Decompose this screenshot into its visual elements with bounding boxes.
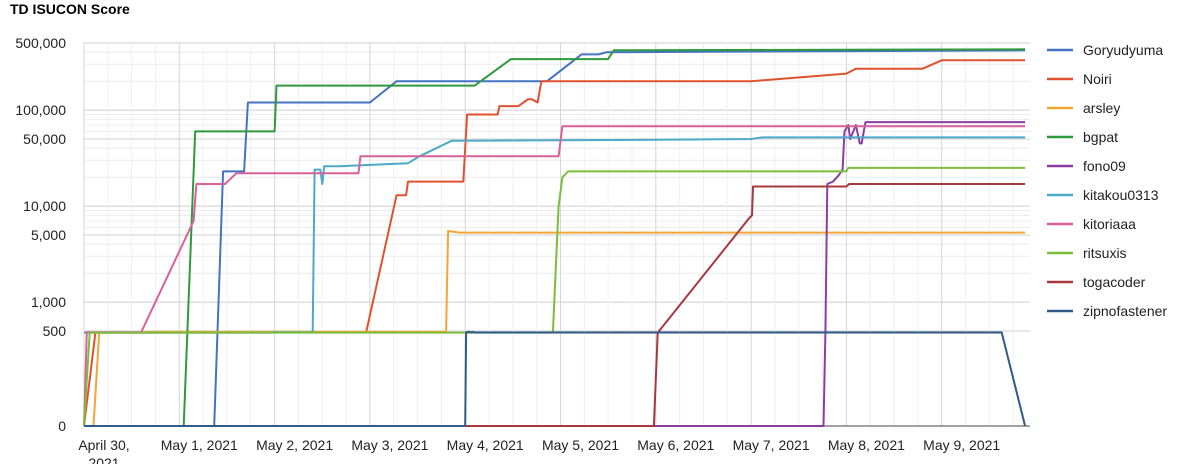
series-line: [84, 230, 1026, 427]
x-tick-label: 2021: [88, 455, 119, 464]
legend-label: ritsuxis: [1083, 245, 1127, 261]
legend-label: kitoriaaa: [1083, 216, 1136, 232]
y-tick-label: 5,000: [31, 227, 66, 243]
legend-label: togacoder: [1083, 274, 1146, 290]
x-tick-label: May 3, 2021: [351, 437, 428, 453]
x-tick-label: May 4, 2021: [447, 437, 524, 453]
x-tick-label: May 6, 2021: [637, 437, 714, 453]
legend-label: zipnofastener: [1083, 303, 1167, 319]
x-tick-label: May 8, 2021: [828, 437, 905, 453]
legend-label: Goryudyuma: [1083, 42, 1163, 58]
legend-label: bgpat: [1083, 129, 1118, 145]
legend-label: arsley: [1083, 100, 1120, 116]
y-tick-label: 0: [58, 418, 66, 434]
y-tick-label: 10,000: [23, 198, 66, 214]
legend-label: Noiri: [1083, 71, 1112, 87]
legend-label: kitakou0313: [1083, 187, 1159, 203]
y-tick-label: 1,000: [31, 294, 66, 310]
series-line: [83, 59, 1026, 427]
y-tick-label: 100,000: [15, 102, 66, 118]
series-line: [84, 49, 1026, 427]
x-tick-label: May 9, 2021: [923, 437, 1000, 453]
x-tick-label: May 1, 2021: [161, 437, 238, 453]
x-tick-label: May 7, 2021: [733, 437, 810, 453]
legend-label: fono09: [1083, 158, 1126, 174]
x-tick-label: May 5, 2021: [542, 437, 619, 453]
series-line: [84, 121, 1026, 427]
series-line: [83, 166, 1026, 427]
y-tick-label: 50,000: [23, 131, 66, 147]
y-tick-label: 500: [43, 323, 67, 339]
x-tick-label: April 30,: [78, 437, 129, 453]
y-tick-label: 500,000: [15, 35, 66, 51]
series-line: [84, 48, 1026, 427]
chart-title: TD ISUCON Score: [10, 1, 130, 17]
series-line: [84, 183, 1026, 427]
x-tick-label: May 2, 2021: [256, 437, 333, 453]
series-line: [84, 330, 1027, 427]
